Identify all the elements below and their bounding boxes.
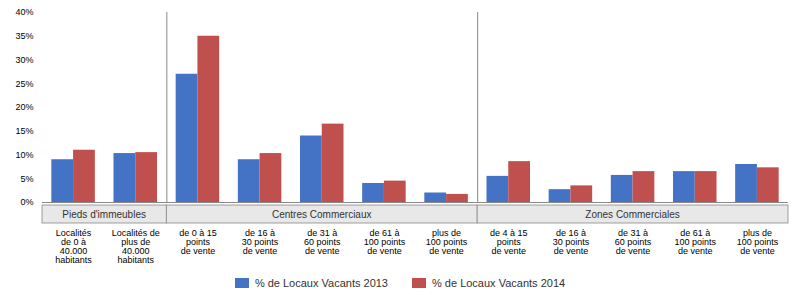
- svg-text:40%: 40%: [15, 7, 33, 17]
- svg-text:Zones Commerciales: Zones Commerciales: [585, 209, 679, 220]
- svg-text:15%: 15%: [15, 126, 33, 136]
- svg-text:10%: 10%: [15, 150, 33, 160]
- svg-text:35%: 35%: [15, 31, 33, 41]
- svg-text:30%: 30%: [15, 55, 33, 65]
- html-text:% de Locaux Vacants 2013: % de Locaux Vacants 2013: [254, 277, 388, 289]
- svg-text:de 0 à 15pointsde vente: de 0 à 15pointsde vente: [179, 228, 217, 256]
- svg-text:Localités deplus de40.000habit: Localités deplus de40.000habitants: [112, 228, 160, 265]
- svg-text:Localitésde 0 à40.000habitants: Localitésde 0 à40.000habitants: [55, 228, 92, 265]
- svg-text:0%: 0%: [20, 197, 33, 207]
- svg-text:Pieds d'immeubles: Pieds d'immeubles: [62, 209, 146, 220]
- svg-text:20%: 20%: [15, 102, 33, 112]
- svg-text:de 31 à60 pointsde vente: de 31 à60 pointsde vente: [615, 228, 652, 256]
- svg-text:plus de100 pointsde vente: plus de100 pointsde vente: [426, 228, 468, 256]
- svg-text:de 31 à60 pointsde vente: de 31 à60 pointsde vente: [304, 228, 341, 256]
- html-text:% de Locaux Vacants 2014: % de Locaux Vacants 2014: [432, 277, 566, 289]
- svg-text:5%: 5%: [20, 174, 33, 184]
- svg-text:de 16 à30 pointsde vente: de 16 à30 pointsde vente: [553, 228, 590, 256]
- svg-text:25%: 25%: [15, 79, 33, 89]
- svg-text:de 61 à100 pointsde vente: de 61 à100 pointsde vente: [674, 228, 716, 256]
- svg-text:de 61 à100 pointsde vente: de 61 à100 pointsde vente: [364, 228, 406, 256]
- svg-text:de 16 à30 pointsde vente: de 16 à30 pointsde vente: [242, 228, 279, 256]
- svg-text:plus de100 pointsde vente: plus de100 pointsde vente: [737, 228, 779, 256]
- svg-text:de 4 à 15pointsde vente: de 4 à 15pointsde vente: [490, 228, 528, 256]
- svg-text:Centres Commerciaux: Centres Commerciaux: [272, 209, 371, 220]
